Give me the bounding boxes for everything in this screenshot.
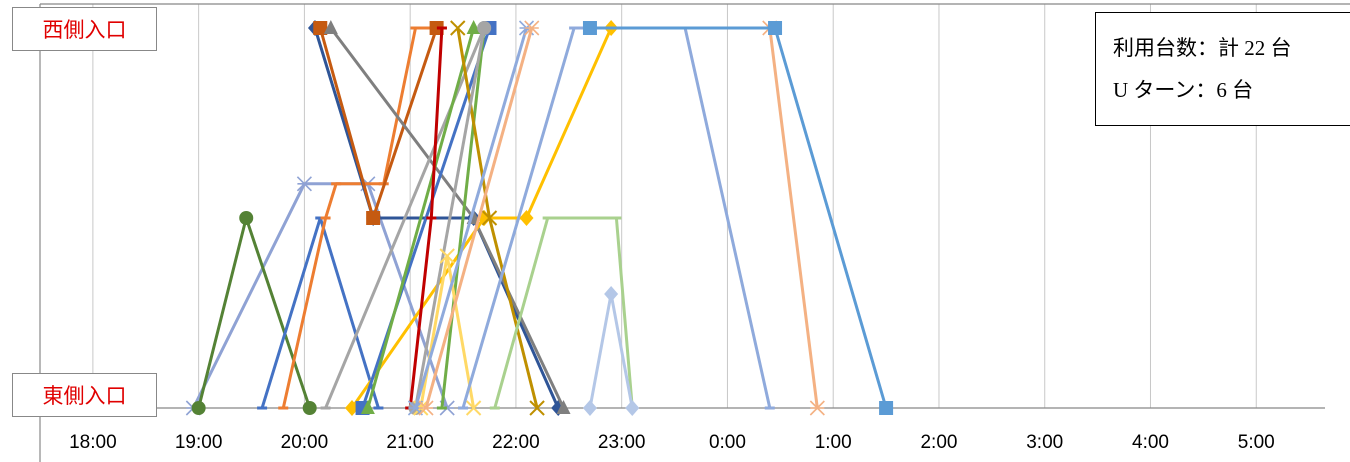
marker-circle	[191, 401, 206, 415]
marker-triangle	[360, 400, 375, 414]
x-tick-label: 18:00	[69, 432, 117, 453]
marker-diamond	[604, 286, 619, 302]
annotation-box: 利用台数：計 22 台 U ターン：6 台	[1095, 12, 1350, 126]
marker-star	[418, 400, 434, 416]
marker-square	[879, 401, 894, 415]
marker-diamond	[344, 400, 359, 416]
x-tick-label: 21:00	[386, 432, 434, 453]
marker-diamond	[582, 400, 597, 416]
series-line	[590, 26, 888, 409]
series-line	[350, 27, 613, 409]
series-22	[762, 20, 825, 416]
marker-cross	[439, 248, 455, 264]
x-tick-label: 1:00	[815, 432, 852, 453]
gridlines	[92, 4, 1257, 408]
marker-square	[582, 21, 597, 35]
series-group	[185, 20, 894, 416]
annotation-total: 利用台数：計 22 台	[1113, 36, 1292, 60]
series-line	[318, 27, 439, 220]
series-13	[405, 26, 447, 410]
series-18	[418, 20, 540, 416]
marker-square	[313, 21, 328, 35]
marker-star	[296, 176, 312, 192]
x-tick-label: 22:00	[492, 432, 540, 453]
marker-circle	[477, 21, 492, 35]
series-11	[360, 20, 481, 414]
marker-star	[524, 20, 540, 36]
series-line	[313, 27, 560, 409]
marker-cross	[450, 20, 466, 36]
series-21	[582, 286, 640, 416]
x-tick-label: 0:00	[709, 432, 746, 453]
series-line	[414, 27, 486, 409]
series-14	[450, 20, 545, 416]
marker-star	[809, 400, 825, 416]
x-tick-label: 3:00	[1026, 432, 1063, 453]
x-tick-label: 19:00	[175, 432, 223, 453]
marker-triangle	[466, 20, 481, 34]
marker-cross	[481, 210, 498, 226]
x-tick-labels: 18:00 19:00 20:00 21:00 22:00 23:00 0:00 1:00 2:…	[69, 432, 1275, 453]
marker-square	[429, 21, 444, 35]
y-category-bottom: 東側入口	[12, 373, 157, 417]
marker-triangle	[323, 20, 338, 34]
series-2	[191, 211, 317, 415]
marker-square	[366, 211, 381, 225]
series-line	[588, 292, 634, 409]
marker-triangle	[556, 400, 571, 414]
annotation-uturn: U ターン：6 台	[1113, 78, 1254, 102]
marker-diamond	[625, 400, 640, 416]
series-line	[768, 27, 819, 409]
marker-cross	[529, 400, 545, 416]
y-category-top: 西側入口	[12, 7, 157, 51]
marker-circle	[239, 211, 254, 225]
series-23	[582, 21, 894, 415]
x-tick-label: 2:00	[920, 432, 957, 453]
x-tick-label: 20:00	[281, 432, 329, 453]
series-19	[489, 216, 638, 410]
series-line	[493, 216, 634, 409]
x-tick-label: 4:00	[1132, 432, 1169, 453]
x-tick-label: 5:00	[1238, 432, 1275, 453]
x-tick-label: 23:00	[598, 432, 646, 453]
series-line	[366, 27, 476, 409]
series-line	[414, 27, 528, 409]
series-line	[197, 216, 312, 409]
series-line	[424, 27, 534, 409]
series-line	[440, 27, 486, 409]
marker-circle	[302, 401, 317, 415]
series-line	[324, 27, 486, 409]
marker-diamond	[519, 210, 534, 226]
series-6	[313, 21, 444, 225]
marker-square	[768, 21, 783, 35]
marker-cross	[465, 400, 482, 416]
